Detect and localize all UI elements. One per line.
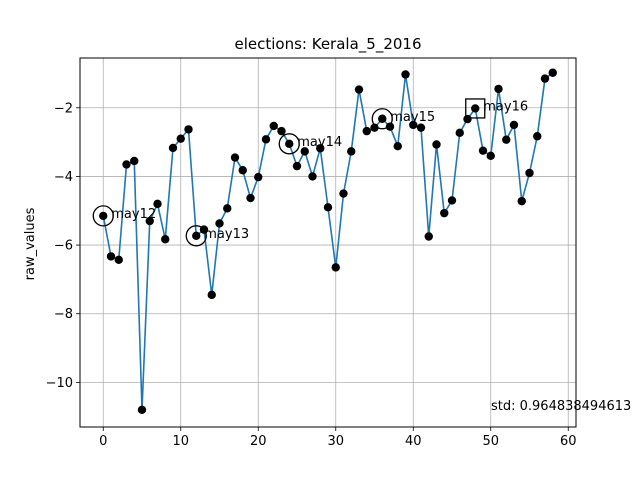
data-point <box>339 189 348 198</box>
data-point <box>424 232 433 241</box>
data-point <box>230 153 240 162</box>
data-point <box>153 199 162 209</box>
data-point <box>548 68 557 77</box>
annotation-label: may13 <box>204 227 249 242</box>
annotation-circle-marker <box>92 205 114 227</box>
data-point <box>323 203 333 212</box>
annotation-circle-marker <box>185 225 207 247</box>
x-tick-label: 40 <box>405 434 422 449</box>
data-point <box>106 252 116 261</box>
data-point <box>385 122 395 131</box>
y-tick-label: −4 <box>54 170 73 185</box>
data-point <box>509 120 519 130</box>
series <box>102 72 554 410</box>
data-point <box>292 161 302 171</box>
data-point <box>130 156 139 166</box>
data-point <box>378 114 387 123</box>
data-point <box>486 151 495 161</box>
series-line <box>102 72 554 410</box>
data-point <box>99 211 108 221</box>
data-point <box>199 225 209 234</box>
y-tick-label: −2 <box>54 101 73 116</box>
y-tick-label: −10 <box>46 376 73 391</box>
annotation-markers <box>92 98 486 247</box>
x-tick-label: 20 <box>250 434 267 449</box>
x-tick-label: 50 <box>482 434 499 449</box>
annotation-label: may16 <box>483 99 528 114</box>
annotation-label: may12 <box>111 207 156 222</box>
data-point <box>409 120 418 130</box>
data-point <box>192 231 201 241</box>
plot-frame <box>79 57 577 428</box>
data-point <box>176 134 185 143</box>
annotation-label: may15 <box>390 110 435 125</box>
data-point <box>525 168 534 178</box>
annotation-circle-marker <box>371 108 393 130</box>
data-point <box>432 140 441 149</box>
axis-ticks: 0 10 20 30 40 50 60 −10 −8 −6 −4 −2 <box>46 101 577 449</box>
std-annotation: std: 0.964838494613 <box>491 399 631 414</box>
data-point <box>517 196 526 206</box>
y-axis-label: raw_values <box>23 207 38 280</box>
data-point <box>269 121 278 131</box>
x-tick-label: 10 <box>172 434 189 449</box>
data-point <box>316 144 325 153</box>
data-point <box>401 70 410 79</box>
data-point <box>137 405 147 415</box>
data-point <box>300 147 309 156</box>
annotation-label: may14 <box>297 135 342 150</box>
data-point <box>308 172 317 181</box>
data-points <box>99 68 557 415</box>
data-point <box>478 146 488 155</box>
data-point <box>168 143 178 153</box>
data-point <box>463 114 472 124</box>
annotation-square-marker <box>465 98 486 119</box>
data-point <box>354 85 364 94</box>
data-point <box>238 166 247 175</box>
annotation-circle-marker <box>278 133 300 155</box>
data-point <box>145 216 154 226</box>
data-point <box>207 290 216 300</box>
data-point <box>393 142 402 151</box>
x-tick-label: 0 <box>99 434 107 449</box>
data-point <box>362 126 371 136</box>
data-point <box>440 208 449 218</box>
x-tick-label: 30 <box>327 434 344 449</box>
grid <box>80 58 576 427</box>
data-point <box>223 204 232 213</box>
data-point <box>540 74 550 83</box>
data-point <box>215 219 224 228</box>
data-point <box>494 84 503 94</box>
y-tick-label: −8 <box>54 307 73 322</box>
data-point <box>447 196 457 205</box>
data-point <box>122 160 131 169</box>
data-point <box>246 193 255 203</box>
x-tick-label: 60 <box>560 434 577 449</box>
data-point <box>285 139 294 149</box>
data-point <box>416 123 426 132</box>
data-point <box>184 125 193 134</box>
data-point <box>277 126 286 136</box>
data-point <box>347 147 356 156</box>
data-point <box>533 132 542 141</box>
data-point <box>370 123 379 132</box>
chart-title: elections: Kerala_5_2016 <box>235 35 422 54</box>
y-tick-label: −6 <box>54 239 73 254</box>
data-point <box>471 104 480 113</box>
annotation-labels: may12 may13 may14 may15 may16 <box>111 99 528 241</box>
data-point <box>261 135 271 144</box>
data-point <box>254 172 263 182</box>
data-point <box>331 263 340 272</box>
data-point <box>455 128 464 138</box>
data-point <box>161 235 170 244</box>
data-point <box>502 135 511 144</box>
data-point <box>114 255 123 265</box>
